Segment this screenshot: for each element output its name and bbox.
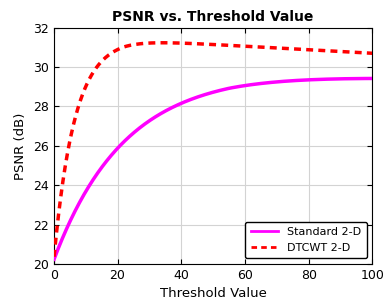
Standard 2-D [196, 95, 201, 99]
DTCWT 2-D [370, 52, 375, 55]
Standard 2-D [174, 104, 178, 107]
Standard 2-D [302, 78, 306, 82]
DTCWT 2-D [303, 48, 307, 51]
DTCWT 2-D [52, 255, 56, 258]
DTCWT 2-D [218, 43, 222, 47]
Line: Standard 2-D: Standard 2-D [54, 79, 372, 259]
Standard 2-D [370, 77, 375, 80]
Standard 2-D [171, 105, 176, 109]
DTCWT 2-D [174, 41, 179, 45]
DTCWT 2-D [160, 41, 165, 45]
DTCWT 2-D [362, 51, 366, 55]
Line: DTCWT 2-D: DTCWT 2-D [54, 43, 372, 257]
Title: PSNR vs. Threshold Value: PSNR vs. Threshold Value [113, 10, 314, 24]
Y-axis label: PSNR (dB): PSNR (dB) [15, 112, 28, 180]
Standard 2-D [52, 257, 56, 261]
X-axis label: Threshold Value: Threshold Value [160, 287, 266, 301]
DTCWT 2-D [172, 41, 177, 45]
Standard 2-D [361, 77, 366, 80]
Legend: Standard 2-D, DTCWT 2-D: Standard 2-D, DTCWT 2-D [245, 222, 367, 258]
Standard 2-D [217, 89, 222, 92]
DTCWT 2-D [197, 42, 202, 46]
